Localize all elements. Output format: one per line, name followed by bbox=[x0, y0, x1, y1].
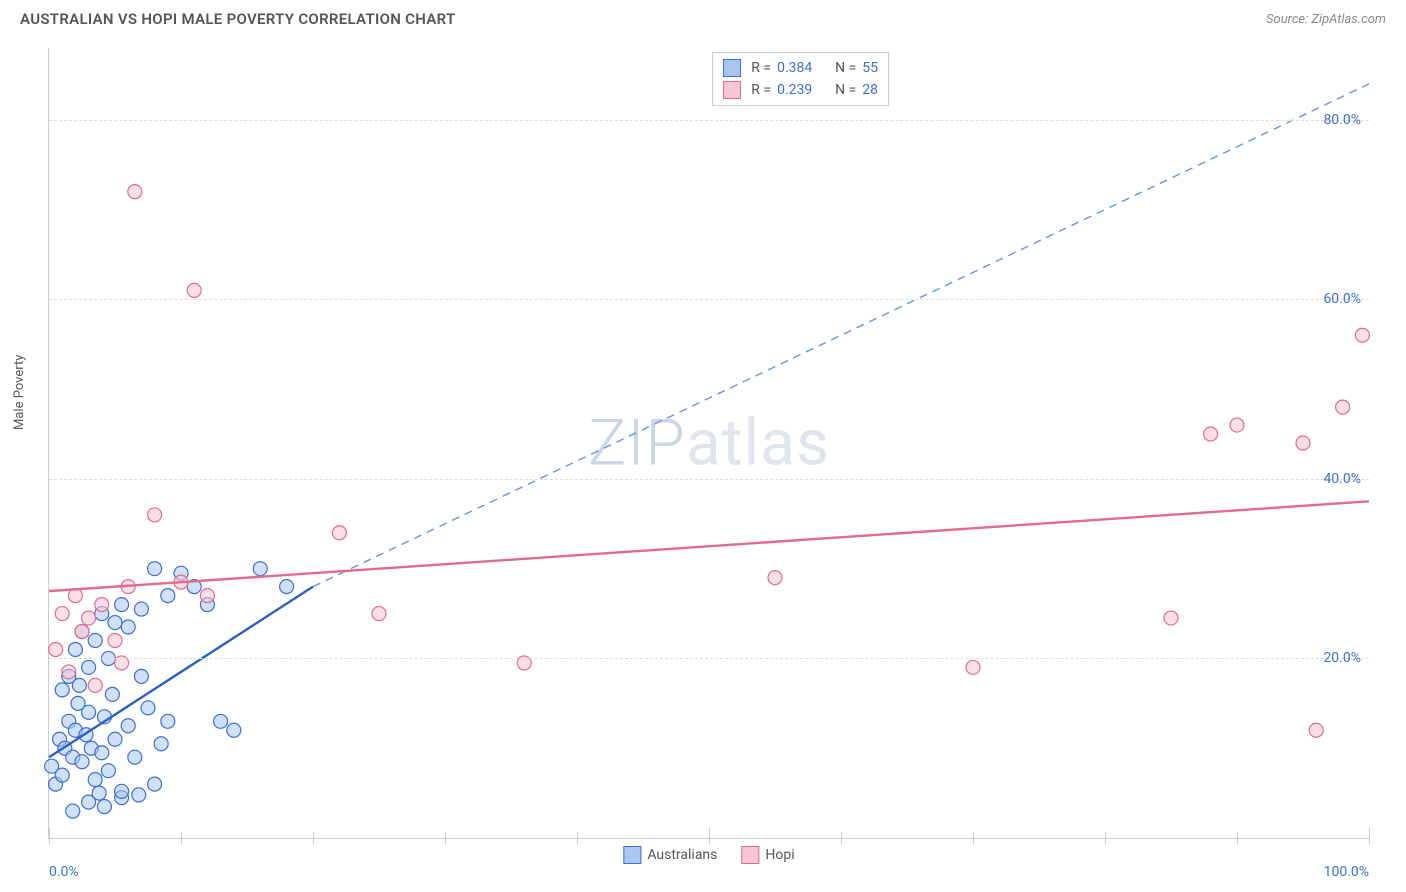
bottom-legend: Australians Hopi bbox=[623, 846, 794, 864]
stats-row-hopi: R = 0.239 N = 28 bbox=[723, 79, 878, 101]
stats-row-australians: R = 0.384 N = 55 bbox=[723, 57, 878, 79]
n-label: N = bbox=[835, 60, 856, 76]
y-tick-label: 40.0% bbox=[1323, 471, 1361, 487]
n-value-australians: 55 bbox=[862, 60, 878, 76]
swatch-hopi bbox=[723, 81, 741, 99]
y-tick-label: 20.0% bbox=[1323, 650, 1361, 666]
n-value-hopi: 28 bbox=[862, 82, 878, 98]
legend-label-hopi: Hopi bbox=[765, 847, 794, 863]
legend-swatch-australians bbox=[623, 846, 641, 864]
r-value-australians: 0.384 bbox=[777, 60, 825, 76]
scatter-plot-svg bbox=[49, 48, 1369, 838]
y-tick-label: 80.0% bbox=[1323, 112, 1361, 128]
n-label: N = bbox=[835, 82, 856, 98]
source-attribution: Source: ZipAtlas.com bbox=[1266, 12, 1386, 27]
r-value-hopi: 0.239 bbox=[777, 82, 825, 98]
x-axis-max-label: 100.0% bbox=[1324, 864, 1369, 880]
r-label: R = bbox=[751, 60, 771, 76]
chart-header: AUSTRALIAN VS HOPI MALE POVERTY CORRELAT… bbox=[0, 0, 1406, 28]
chart-container: ZIPatlas R = 0.384 N = 55 R = 0.239 N = … bbox=[48, 48, 1368, 838]
stats-legend-box: R = 0.384 N = 55 R = 0.239 N = 28 bbox=[712, 52, 889, 106]
swatch-australians bbox=[723, 59, 741, 77]
legend-item-australians: Australians bbox=[623, 846, 717, 864]
x-axis-min-label: 0.0% bbox=[49, 864, 79, 880]
chart-title: AUSTRALIAN VS HOPI MALE POVERTY CORRELAT… bbox=[20, 10, 456, 28]
y-tick-label: 60.0% bbox=[1323, 291, 1361, 307]
legend-swatch-hopi bbox=[741, 846, 759, 864]
legend-label-australians: Australians bbox=[647, 847, 717, 863]
plot-area: ZIPatlas R = 0.384 N = 55 R = 0.239 N = … bbox=[48, 48, 1369, 839]
y-axis-label: Male Poverty bbox=[12, 355, 27, 430]
legend-item-hopi: Hopi bbox=[741, 846, 794, 864]
r-label: R = bbox=[751, 82, 771, 98]
